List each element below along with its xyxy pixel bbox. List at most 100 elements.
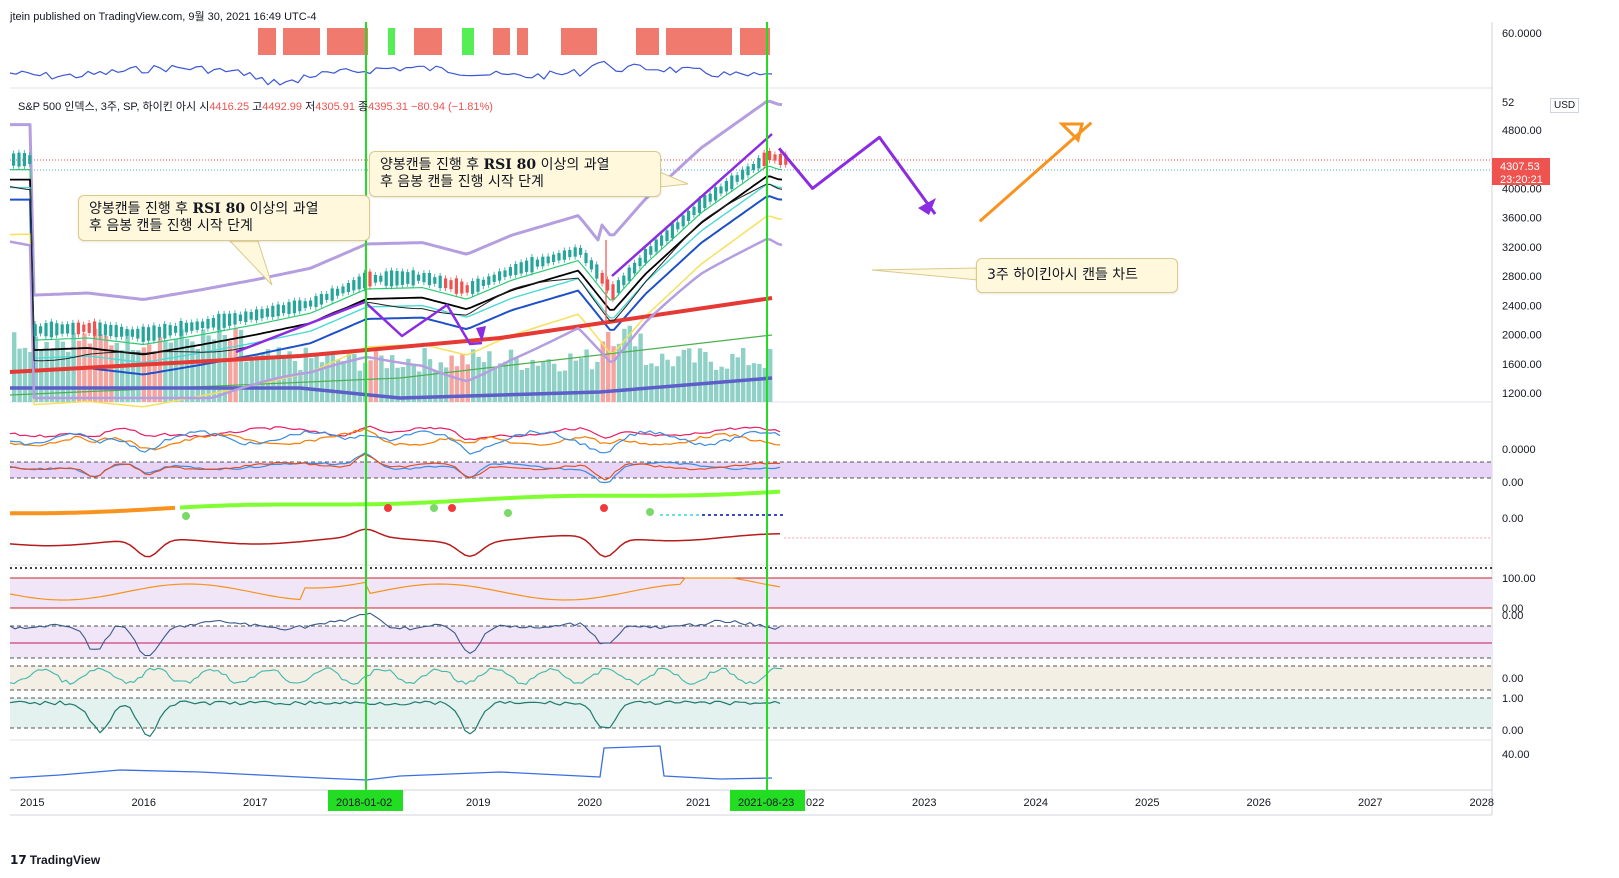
candle-body-552 bbox=[552, 254, 556, 263]
candle-body-179 bbox=[179, 320, 183, 336]
volume-bar-120 bbox=[120, 350, 125, 402]
signal-block-7 bbox=[517, 28, 528, 55]
currency-button[interactable]: USD bbox=[1550, 98, 1580, 113]
candle-body-217 bbox=[217, 313, 221, 330]
volume-bar-557 bbox=[557, 371, 562, 402]
purple-arrow-2018 bbox=[476, 326, 486, 342]
orange-up-arrow-line bbox=[978, 121, 1093, 223]
candle-body-282 bbox=[282, 305, 286, 314]
scale-label-ind8-top: 1.00 bbox=[1502, 693, 1523, 705]
candle-body-66 bbox=[66, 324, 70, 334]
candle-body-223 bbox=[222, 313, 226, 328]
candle-body-779 bbox=[778, 154, 782, 165]
ind3-dash-678 bbox=[678, 514, 681, 516]
candle-body-363 bbox=[363, 272, 367, 289]
callout-left-post: 이상의 과열 bbox=[245, 201, 319, 217]
ind3-dash-744 bbox=[744, 514, 747, 516]
candle-body-530 bbox=[530, 256, 534, 273]
volume-bar-169 bbox=[168, 342, 173, 402]
candle-body-633 bbox=[633, 262, 637, 274]
candle-body-341 bbox=[341, 286, 345, 294]
candle-body-487 bbox=[487, 276, 491, 285]
volume-bar-77 bbox=[76, 340, 82, 402]
volume-bar-201 bbox=[201, 329, 206, 402]
candle-body-768 bbox=[768, 151, 772, 161]
scale-label-ind3: 0.00 bbox=[1502, 513, 1523, 525]
ind3-signal-dot-3 bbox=[504, 509, 512, 517]
time-label-2027: 2027 bbox=[1358, 797, 1382, 809]
volume-bar-309 bbox=[309, 358, 314, 402]
volume-bar-217 bbox=[217, 329, 222, 402]
volume-bar-725 bbox=[724, 368, 730, 402]
ma-thin-black bbox=[9, 183, 783, 362]
volume-bar-352 bbox=[352, 353, 357, 402]
volume-bar-655 bbox=[654, 366, 659, 402]
scale-label-ind1: 0.0000 bbox=[1502, 444, 1536, 456]
candle-body-460 bbox=[460, 281, 464, 294]
ma-red-long bbox=[9, 296, 773, 374]
signal-block-4 bbox=[414, 28, 442, 55]
volume-bar-433 bbox=[433, 371, 438, 402]
volume-bar-374 bbox=[373, 347, 379, 402]
ind3-signal-dot-1 bbox=[430, 504, 438, 512]
candle-body-17 bbox=[17, 152, 21, 167]
candle-body-39 bbox=[39, 326, 43, 334]
ma-purple-long bbox=[10, 376, 773, 400]
callout-left[interactable]: 양봉캔들 진행 후 RSI 80 이상의 과열 후 음봉 캔들 진행 시작 단계 bbox=[78, 195, 370, 241]
volume-bar-628 bbox=[627, 325, 632, 402]
ind3-dash-774 bbox=[774, 514, 777, 516]
volume-bar-152 bbox=[152, 351, 157, 402]
callout-mid[interactable]: 양봉캔들 진행 후 RSI 80 이상의 과열 후 음봉 캔들 진행 시작 단계 bbox=[369, 151, 661, 197]
candle-body-271 bbox=[271, 305, 275, 318]
volume-bar-638 bbox=[638, 333, 643, 402]
ind3-signal-dot-0 bbox=[384, 504, 392, 512]
scale-label-ind8-bottom: 0.00 bbox=[1502, 725, 1523, 737]
scale-label-top: 60.0000 bbox=[1502, 28, 1542, 40]
volume-bar-206 bbox=[206, 335, 211, 402]
projection-path bbox=[777, 135, 937, 215]
price-badge bbox=[1492, 158, 1550, 185]
ind5-band bbox=[10, 578, 1492, 608]
volume-bar-28 bbox=[28, 351, 33, 402]
volume-bar-260 bbox=[260, 352, 265, 402]
callout-right[interactable]: 3주 하이킨아시 캔들 차트 bbox=[976, 258, 1178, 293]
price-badge-value: 4307.53 bbox=[1500, 161, 1540, 173]
candle-body-665 bbox=[665, 230, 669, 242]
candle-body-557 bbox=[557, 252, 561, 261]
candle-body-541 bbox=[541, 256, 545, 267]
candle-body-255 bbox=[255, 309, 259, 321]
volume-bar-23 bbox=[22, 347, 28, 402]
candle-body-239 bbox=[238, 314, 242, 322]
ind3-dash-708 bbox=[708, 514, 711, 516]
candle-body-93 bbox=[93, 321, 97, 336]
ind2-band bbox=[10, 462, 1492, 478]
time-highlight-label-2018: 2018-01-02 bbox=[336, 797, 392, 809]
candle-body-773 bbox=[773, 154, 777, 161]
tradingview-logo[interactable]: 17 TradingView bbox=[10, 853, 101, 867]
ind8-line bbox=[9, 700, 781, 737]
volume-bar-223 bbox=[222, 335, 227, 402]
volume-bar-233 bbox=[233, 327, 238, 402]
ind3-signal-dot-4 bbox=[600, 504, 608, 512]
candle-body-455 bbox=[454, 278, 458, 294]
volume-bar-228 bbox=[228, 340, 233, 402]
volume-bar-530 bbox=[530, 359, 535, 402]
ind3-signal-dot-6 bbox=[182, 512, 190, 520]
candle-body-61 bbox=[60, 324, 64, 334]
candle-body-757 bbox=[757, 157, 761, 169]
purple-rise-2020 bbox=[611, 133, 773, 277]
volume-bar-212 bbox=[211, 339, 217, 402]
candle-body-158 bbox=[157, 326, 161, 338]
ind3-dash-690 bbox=[690, 514, 693, 516]
volume-bar-104 bbox=[103, 336, 109, 402]
candle-body-579 bbox=[579, 247, 583, 255]
candle-body-206 bbox=[206, 318, 210, 329]
candle-body-719 bbox=[719, 186, 723, 194]
volume-bar-174 bbox=[174, 338, 179, 402]
candle-body-725 bbox=[724, 180, 728, 192]
callout-right-text: 3주 하이킨아시 캔들 차트 bbox=[987, 267, 1139, 283]
legend-open: 4416.25 bbox=[209, 101, 250, 113]
ind3-orange-seg bbox=[10, 505, 176, 516]
ind1-blue bbox=[9, 430, 781, 455]
